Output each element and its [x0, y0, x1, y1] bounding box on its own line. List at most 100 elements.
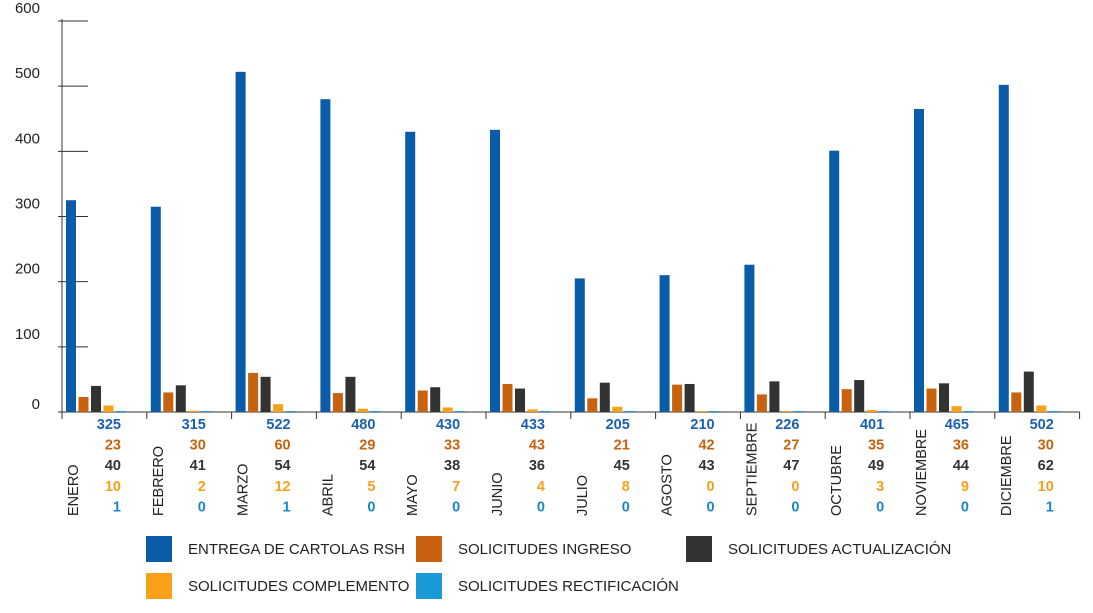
bar-4	[527, 409, 538, 412]
y-tick-label: 400	[15, 130, 40, 147]
value-label: 1	[283, 499, 291, 515]
bar-3	[515, 388, 525, 412]
bar-3	[175, 385, 186, 412]
value-label: 33	[444, 438, 460, 454]
bar-4	[612, 406, 623, 412]
value-label: 522	[266, 417, 290, 433]
x-category-label: ENERO	[66, 464, 82, 516]
bar-4	[442, 407, 453, 412]
bar-2	[587, 398, 598, 412]
value-label: 49	[868, 458, 884, 474]
bar-2	[248, 372, 259, 412]
bar-4	[103, 405, 114, 412]
y-tick-label: 0	[32, 396, 40, 413]
bar-5	[1048, 411, 1059, 412]
value-label: 430	[436, 417, 460, 433]
bar-5	[455, 411, 466, 412]
value-label: 27	[783, 438, 799, 454]
value-label: 23	[105, 438, 121, 454]
value-label: 44	[953, 458, 969, 474]
value-label: 0	[367, 499, 375, 515]
value-label: 0	[622, 499, 630, 515]
value-label: 40	[105, 458, 121, 474]
bar-4	[951, 406, 962, 412]
value-label: 62	[1038, 458, 1054, 474]
x-category-label: NOVIEMBRE	[914, 429, 930, 516]
x-category-label: MAYO	[405, 474, 421, 516]
value-label: 502	[1030, 417, 1054, 433]
legend-label: SOLICITUDES COMPLEMENTO	[188, 578, 409, 595]
bar-2	[926, 388, 937, 412]
bar-4	[273, 404, 284, 412]
value-label: 10	[1038, 479, 1054, 495]
bar-2	[502, 383, 513, 412]
bar-1	[744, 264, 755, 412]
bar-3	[769, 381, 780, 412]
legend-label: SOLICITUDES INGRESO	[458, 541, 631, 558]
bar-1	[829, 150, 840, 412]
value-label: 43	[529, 438, 545, 454]
y-tick-label: 600	[15, 0, 40, 17]
x-category-label: JULIO	[575, 475, 591, 516]
value-label: 315	[182, 417, 206, 433]
value-label: 35	[868, 438, 884, 454]
legend-swatch	[416, 536, 442, 562]
bar-5	[709, 411, 720, 412]
bar-4	[866, 410, 877, 412]
bar-1	[405, 131, 416, 413]
legend-label: SOLICITUDES RECTIFICACIÓN	[458, 578, 679, 595]
value-label: 41	[190, 458, 206, 474]
bar-1	[66, 200, 76, 412]
value-label: 205	[606, 417, 630, 433]
value-label: 42	[698, 438, 714, 454]
x-category-label: SEPTIEMBRE	[744, 422, 760, 516]
value-label: 0	[452, 499, 460, 515]
bar-5	[879, 411, 890, 412]
value-label: 4	[537, 479, 545, 495]
y-tick-label: 200	[15, 261, 40, 278]
bar-1	[490, 129, 500, 412]
bar-3	[1023, 371, 1034, 412]
bar-2	[332, 393, 343, 412]
bar-3	[430, 387, 441, 412]
x-category-label: OCTUBRE	[829, 445, 845, 516]
value-label: 0	[791, 499, 799, 515]
bar-1	[235, 71, 246, 412]
value-label: 3	[876, 479, 884, 495]
bar-3	[854, 380, 865, 412]
value-label: 29	[359, 438, 375, 454]
value-label: 401	[860, 417, 884, 433]
value-label: 0	[791, 479, 799, 495]
bar-3	[345, 376, 356, 412]
bar-1	[574, 278, 585, 412]
value-label: 2	[198, 479, 206, 495]
bar-3	[939, 383, 949, 412]
value-label: 433	[521, 417, 545, 433]
value-label: 12	[274, 479, 290, 495]
bar-3	[684, 383, 695, 412]
bar-2	[756, 394, 767, 412]
value-label: 38	[444, 458, 460, 474]
bar-5	[794, 411, 805, 412]
bar-2	[163, 392, 174, 412]
bar-5	[116, 411, 126, 412]
bar-5	[540, 411, 550, 412]
bar-4	[1036, 405, 1047, 412]
value-label: 1	[1046, 499, 1054, 515]
bar-2	[841, 389, 852, 412]
bar-5	[200, 411, 211, 412]
value-label: 7	[452, 479, 460, 495]
y-tick-label: 100	[15, 326, 40, 343]
y-tick-label: 300	[15, 196, 40, 213]
legend-swatch	[146, 536, 172, 562]
bar-3	[599, 382, 610, 412]
bar-4	[188, 410, 199, 412]
value-label: 9	[961, 479, 969, 495]
value-label: 43	[698, 458, 714, 474]
legend-label: SOLICITUDES ACTUALIZACIÓN	[728, 541, 951, 558]
bar-3	[260, 376, 271, 412]
value-label: 54	[359, 458, 375, 474]
bar-5	[370, 411, 381, 412]
bar-4	[781, 411, 792, 412]
bar-2	[78, 397, 89, 412]
